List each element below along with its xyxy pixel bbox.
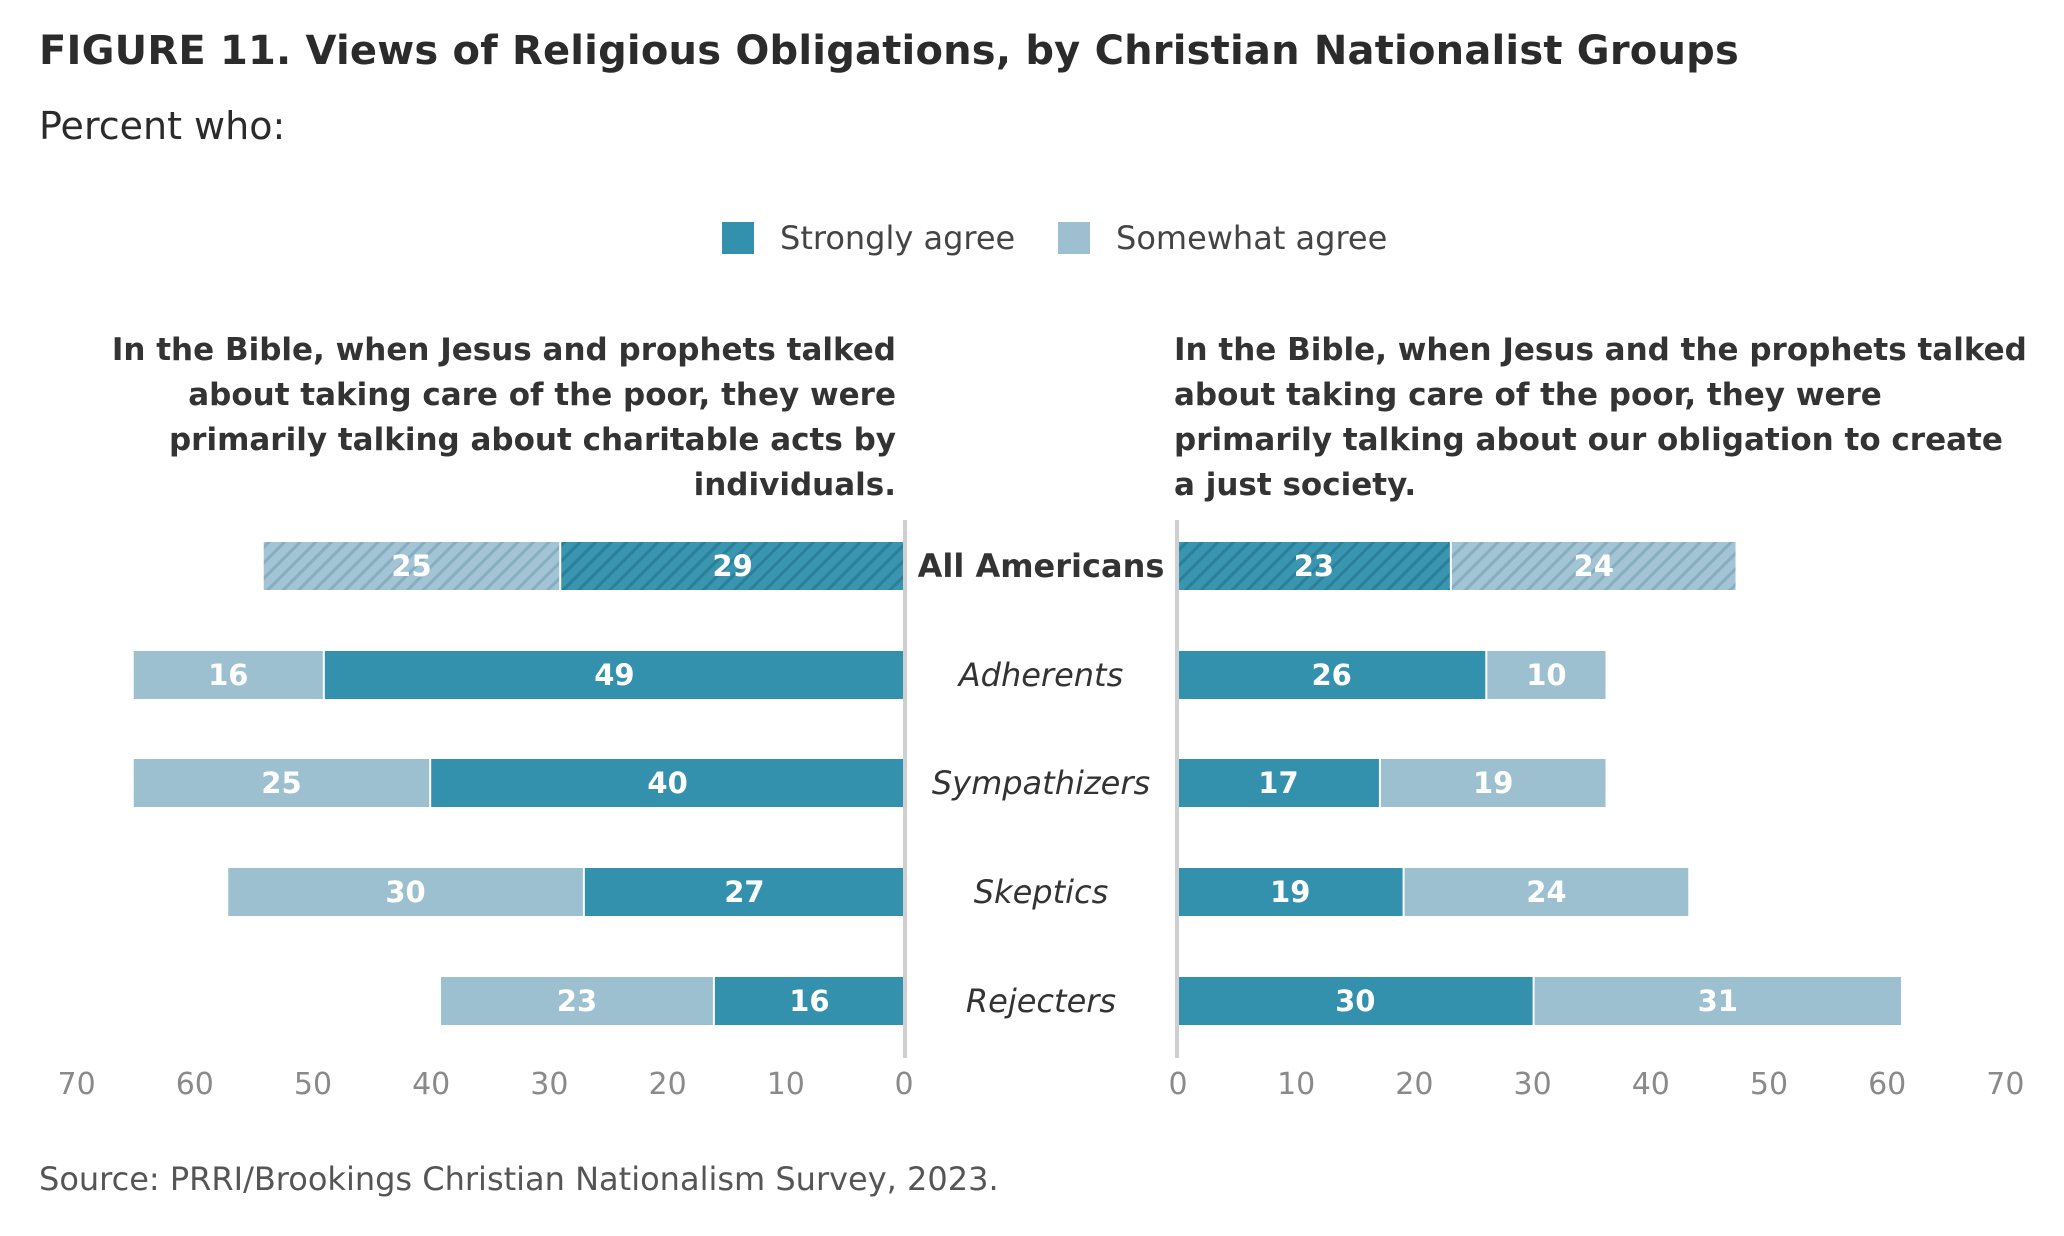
left-panel-title: In the Bible, when Jesus and prophets ta… bbox=[111, 332, 896, 503]
axes-layer: 0 0 10 10 20 20 30 30 40 40 50 50 60 60 70 70 bbox=[58, 520, 2024, 1102]
left-tick-label: 40 bbox=[412, 1067, 450, 1102]
chart-subtitle: Percent who: bbox=[39, 104, 286, 148]
left-tick-label: 30 bbox=[530, 1067, 568, 1102]
bars-layer: 29 25 23 24 49 16 26 10 40 25 17 19 27 30 19 24 16 23 30 31 bbox=[133, 542, 1902, 1025]
bar-left-somewhat bbox=[133, 651, 323, 699]
bar-left-somewhat bbox=[228, 868, 583, 916]
bar-right-strongly bbox=[1178, 542, 1450, 590]
data-label-right-strongly: 30 bbox=[1335, 984, 1375, 1018]
data-label-left-somewhat: 16 bbox=[208, 658, 248, 692]
bar-right-somewhat bbox=[1534, 977, 1902, 1025]
data-label-right-somewhat: 24 bbox=[1526, 875, 1566, 909]
category-labels: All Americans Adherents Sympathizers Skepti… bbox=[918, 547, 1165, 1020]
legend-item-strongly: Strongly agree bbox=[722, 214, 1015, 262]
data-label-right-strongly: 26 bbox=[1311, 658, 1351, 692]
data-label-left-strongly: 49 bbox=[594, 658, 634, 692]
data-label-left-somewhat: 25 bbox=[391, 549, 431, 583]
data-label-right-strongly: 19 bbox=[1270, 875, 1310, 909]
data-label-left-strongly: 29 bbox=[712, 549, 752, 583]
data-label-left-strongly: 16 bbox=[789, 984, 829, 1018]
category-label: Adherents bbox=[957, 656, 1124, 694]
data-label-right-somewhat: 19 bbox=[1473, 766, 1513, 800]
data-label-right-somewhat: 10 bbox=[1526, 658, 1566, 692]
legend-label-somewhat: Somewhat agree bbox=[1116, 219, 1388, 257]
data-label-left-somewhat: 23 bbox=[557, 984, 597, 1018]
data-label-right-somewhat: 24 bbox=[1574, 549, 1614, 583]
bar-left-somewhat bbox=[441, 977, 713, 1025]
category-label: Rejecters bbox=[966, 982, 1116, 1020]
right-tick-label: 20 bbox=[1395, 1067, 1433, 1102]
left-tick-label: 60 bbox=[176, 1067, 214, 1102]
right-tick-label: 70 bbox=[1986, 1067, 2024, 1102]
right-tick-label: 40 bbox=[1632, 1067, 1670, 1102]
data-label-right-strongly: 17 bbox=[1258, 766, 1298, 800]
bar-right-strongly bbox=[1178, 977, 1533, 1025]
bar-left-somewhat bbox=[133, 759, 430, 807]
bar-right-strongly bbox=[1178, 759, 1379, 807]
legend-swatch-strongly bbox=[722, 222, 754, 254]
data-label-right-strongly: 23 bbox=[1294, 549, 1334, 583]
bar-left-strongly bbox=[431, 759, 904, 807]
left-tick-label: 10 bbox=[767, 1067, 805, 1102]
data-label-right-somewhat: 31 bbox=[1698, 984, 1738, 1018]
legend-item-somewhat: Somewhat agree bbox=[1058, 214, 1387, 262]
left-tick-label: 0 bbox=[894, 1067, 913, 1102]
legend: Strongly agree Somewhat agree bbox=[0, 214, 2064, 262]
source-note: Source: PRRI/Brookings Christian Nationa… bbox=[39, 1160, 999, 1198]
bar-left-strongly bbox=[584, 868, 904, 916]
data-label-left-somewhat: 30 bbox=[385, 875, 425, 909]
right-tick-label: 10 bbox=[1277, 1067, 1315, 1102]
bar-right-strongly bbox=[1178, 868, 1403, 916]
bar-left-somewhat bbox=[263, 542, 560, 590]
bar-left-strongly bbox=[561, 542, 904, 590]
bar-left-strongly bbox=[714, 977, 904, 1025]
bar-right-strongly bbox=[1178, 651, 1486, 699]
bar-left-strongly bbox=[324, 651, 904, 699]
left-tick-label: 70 bbox=[58, 1067, 96, 1102]
right-tick-label: 50 bbox=[1750, 1067, 1788, 1102]
left-tick-label: 50 bbox=[294, 1067, 332, 1102]
category-label: Sympathizers bbox=[932, 764, 1150, 802]
data-label-left-somewhat: 25 bbox=[261, 766, 301, 800]
bar-right-somewhat bbox=[1404, 868, 1689, 916]
chart-title: FIGURE 11. Views of Religious Obligation… bbox=[39, 28, 1739, 74]
legend-label-strongly: Strongly agree bbox=[780, 219, 1016, 257]
bar-right-somewhat bbox=[1451, 542, 1736, 590]
bar-right-somewhat bbox=[1380, 759, 1606, 807]
category-label: All Americans bbox=[918, 547, 1165, 585]
category-label: Skeptics bbox=[974, 873, 1109, 911]
right-tick-label: 0 bbox=[1168, 1067, 1187, 1102]
right-tick-label: 30 bbox=[1514, 1067, 1552, 1102]
legend-swatch-somewhat bbox=[1058, 222, 1090, 254]
right-panel-title: In the Bible, when Jesus and the prophet… bbox=[1174, 332, 2027, 503]
data-label-left-strongly: 27 bbox=[724, 875, 764, 909]
bar-right-somewhat bbox=[1487, 651, 1606, 699]
right-tick-label: 60 bbox=[1868, 1067, 1906, 1102]
left-tick-label: 20 bbox=[649, 1067, 687, 1102]
data-label-left-strongly: 40 bbox=[647, 766, 687, 800]
